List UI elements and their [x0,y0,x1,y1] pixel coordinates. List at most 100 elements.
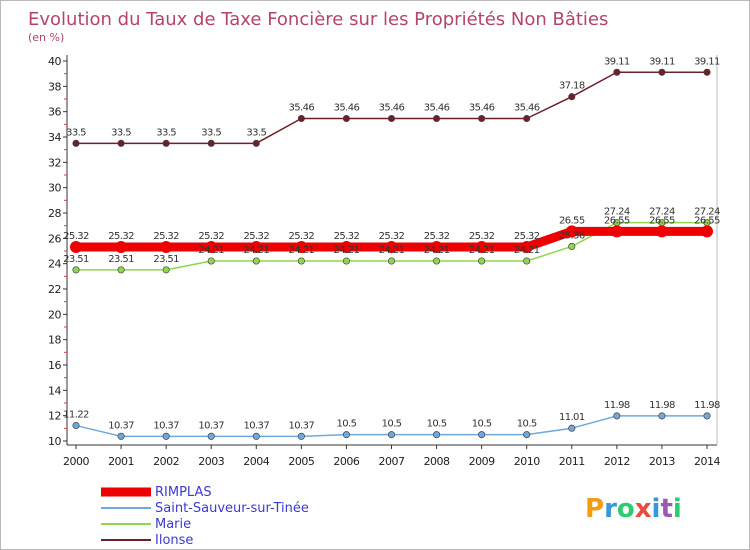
logo-letter: t [660,494,672,524]
data-label-saint-sauveur-sur-tin-e: 10.37 [108,420,134,431]
data-labels: 33.5 33.5 33.5 33.5 33.5 35.46 35.46 35.46 35.46… [63,56,720,431]
point-ilonse [72,139,80,147]
y-tick-label: 18 [48,334,61,347]
data-label-rimplas: 25.32 [63,231,89,242]
point-marie [297,257,305,265]
point-saint-sauveur-sur-tin-e [297,432,305,440]
data-label-marie: 24.21 [424,245,450,256]
data-label-marie: 27.24 [694,207,720,218]
proxiti-logo: Proxiti [585,494,682,524]
point-ilonse [207,139,215,147]
point-rimplas [295,240,308,253]
x-tick-label: 2001 [108,455,134,468]
point-marie [568,242,576,250]
x-tick-label: 2000 [63,455,89,468]
point-saint-sauveur-sur-tin-e [523,431,531,439]
logo-letter: i [652,494,661,524]
data-label-rimplas: 26.55 [694,215,720,226]
data-label-marie: 24.21 [379,245,405,256]
point-rimplas [115,240,128,253]
y-tick-label: 34 [48,131,61,144]
point-marie [478,257,486,265]
data-label-marie: 23.51 [108,254,134,265]
point-saint-sauveur-sur-tin-e [478,431,486,439]
data-label-rimplas: 25.32 [379,231,405,242]
data-label-saint-sauveur-sur-tin-e: 10.37 [198,420,224,431]
point-marie [523,257,531,265]
data-label-saint-sauveur-sur-tin-e: 11.01 [559,412,585,423]
data-label-rimplas: 25.32 [153,231,179,242]
point-marie [207,257,215,265]
legend: RIMPLASSaint-Sauveur-sur-TinéeMarieIlons… [101,485,309,548]
x-tick-label: 2006 [333,455,359,468]
data-label-saint-sauveur-sur-tin-e: 11.22 [63,410,89,421]
y-tick-label: 40 [48,55,61,68]
point-ilonse [162,139,170,147]
point-saint-sauveur-sur-tin-e [252,432,260,440]
data-label-ilonse: 39.11 [604,56,630,67]
data-label-rimplas: 26.55 [649,215,675,226]
data-label-rimplas: 25.32 [469,231,495,242]
data-label-ilonse: 33.5 [111,127,131,138]
chart-title: Evolution du Taux de Taxe Foncière sur l… [28,9,608,30]
y-tick-label: 26 [48,232,61,245]
point-ilonse [478,114,486,123]
data-label-ilonse: 33.5 [66,127,86,138]
data-label-marie: 23.51 [63,254,89,265]
x-tick-label: 2012 [604,455,630,468]
point-saint-sauveur-sur-tin-e [613,412,621,420]
point-ilonse [252,139,260,147]
legend-label-marie: Marie [155,517,191,532]
data-label-saint-sauveur-sur-tin-e: 10.5 [336,419,356,430]
point-rimplas [385,240,398,253]
x-tick-label: 2013 [649,455,675,468]
data-label-saint-sauveur-sur-tin-e: 11.98 [649,400,675,411]
point-rimplas [160,240,173,253]
point-saint-sauveur-sur-tin-e [162,432,170,440]
point-saint-sauveur-sur-tin-e [433,431,441,439]
point-saint-sauveur-sur-tin-e [658,412,666,420]
legend-label-rimplas: RIMPLAS [155,485,212,500]
logo-letter: o [617,494,635,524]
data-label-rimplas: 25.32 [514,231,540,242]
data-label-rimplas: 25.32 [424,231,450,242]
point-ilonse [297,114,305,123]
point-rimplas [250,240,263,253]
y-tick-label: 16 [48,359,61,372]
legend-label-saint-sauveur-sur-tin-e: Saint-Sauveur-sur-Tinée [155,501,309,516]
data-label-marie: 24.21 [334,245,360,256]
data-label-ilonse: 35.46 [424,103,450,114]
x-tick-label: 2011 [559,455,585,468]
data-label-saint-sauveur-sur-tin-e: 10.37 [153,420,179,431]
data-label-saint-sauveur-sur-tin-e: 10.5 [472,419,492,430]
data-label-ilonse: 39.11 [649,56,675,67]
point-rimplas [701,225,713,238]
point-rimplas [340,240,353,253]
x-tick-label: 2010 [514,455,540,468]
data-label-ilonse: 35.46 [514,103,540,114]
series-layer [70,68,713,440]
y-tick-label: 12 [48,410,61,423]
x-tick-label: 2007 [379,455,405,468]
y-tick-label: 38 [48,80,61,93]
point-rimplas [430,240,443,253]
point-marie [72,266,80,274]
data-label-marie: 27.24 [604,207,630,218]
point-saint-sauveur-sur-tin-e [207,432,215,440]
data-label-ilonse: 35.46 [379,103,405,114]
data-label-marie: 27.24 [649,207,675,218]
logo-letter: r [604,494,617,524]
logo-letter: x [635,494,652,524]
data-label-ilonse: 33.5 [201,127,221,138]
y-tick-label: 30 [48,182,61,195]
point-saint-sauveur-sur-tin-e [117,432,125,440]
point-ilonse [658,68,666,76]
data-label-ilonse: 37.18 [559,81,585,92]
x-tick-label: 2014 [694,455,720,468]
y-tick-label: 24 [48,258,61,271]
data-label-rimplas: 25.32 [108,231,134,242]
data-label-ilonse: 35.46 [334,103,360,114]
point-rimplas [655,225,668,238]
